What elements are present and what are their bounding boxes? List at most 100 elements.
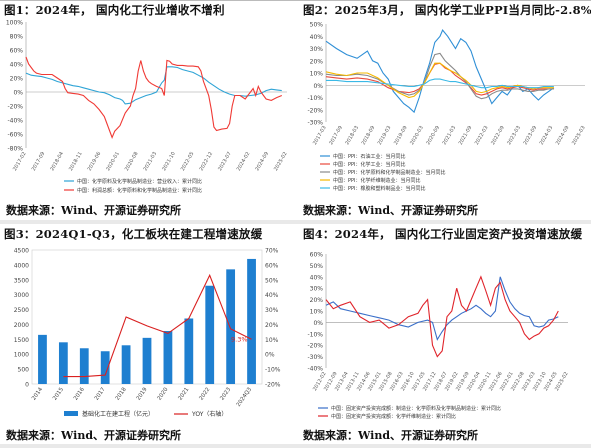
y-tick-label: 2000 [14,322,29,329]
y-tick-label: -40% [7,118,23,125]
x-tick-label: 2017 [94,386,107,401]
x-tick-label: 2023-07 [217,151,233,172]
top-border [0,0,591,1]
x-tick-label: 2021 [178,387,191,402]
y-tick-label: -10% [307,95,323,102]
y2-tick-label: 20% [265,322,279,329]
x-tick-label: 2018 [115,386,128,401]
x-tick-label: 2017-02 [12,151,28,172]
x-tick-label: 2017-09 [31,151,47,172]
y-tick-label: -60% [7,132,23,139]
bar [79,348,89,384]
legend-label: 中国：PPI：石油工业：当月同比 [333,153,406,160]
y2-tick-label: 50% [265,277,279,284]
bar [163,330,173,384]
y-tick-label: 80% [10,34,24,41]
y-tick-label: -40% [307,366,323,373]
y-tick-label: 4500 [14,248,29,255]
y-tick-label: 3500 [14,277,29,284]
panel-1-chart: 100% 80% 60% 40% 20% 0% -20% -40% -60% -80% 2017-0… [2,18,292,196]
series-line [325,275,559,358]
x-tick-label: 2022-03 [474,125,490,146]
panel-4-source: 数据来源：Wind、开源证券研究所 [303,429,479,442]
legend-label: 基础化工在建工程（亿元） [82,410,154,418]
y-tick-label: 1500 [14,337,29,344]
y-tick-label: 20% [310,58,324,65]
panel-3-title: 图3：2024Q1-Q3，化工板块在建工程增速放缓 [4,227,263,241]
x-tick-label: 2024-09 [254,151,270,172]
x-tick-label: 2024-09 [555,125,571,146]
y-tick-label: 20% [10,76,24,83]
y-tick-label: 40% [310,34,324,41]
x-tick-label: 2018-03 [344,125,360,146]
x-tick-label: 2022 [198,387,211,402]
series-line [326,78,554,89]
x-tick-label: 2021-10 [161,151,177,172]
x-tick-label: 2023 [219,386,232,401]
legend-label: 中国：化学原料及化学制品制造业：营业收入：累计同比 [77,178,202,185]
y2-tick-label: 0% [265,352,275,359]
y-tick-label: -20% [307,107,323,114]
x-tick-label: 2017-09 [328,125,344,146]
yoy-annotation: 9.3% [231,335,248,343]
legend-label: 中国：PPI：化学工业：当月同比 [333,161,406,168]
panel-1-source: 数据来源：Wind、开源证券研究所 [6,204,182,217]
x-tick-label: 2021-03 [143,151,159,172]
yoy-line [63,273,252,378]
x-tick-label: 2014 [31,386,44,401]
legend-label: 中国：PPI：橡胶和塑料制品业：当月同比 [333,185,426,192]
y-tick-label: 0% [313,83,323,90]
x-tick-label: 2018-04 [49,151,65,172]
bar [142,337,152,384]
legend-label: 中国：PPI：化学纤维制造业：当月同比 [333,177,421,184]
bar [205,285,215,384]
x-tick-label: 2020-08 [124,151,140,172]
panel-3-source: 数据来源：Wind、开源证券研究所 [6,429,182,442]
bottom-separator [0,444,591,448]
y-tick-label: 4000 [14,262,29,269]
y-tick-label: 500 [18,367,30,374]
y-tick-label: 0% [313,320,323,327]
x-tick-label: 2023-03 [506,125,522,146]
legend-label: 中国：固定资产投资完成额：制造业：化学原料及化学制品制造业：累计同比 [331,405,501,412]
x-tick-label: 2020 [157,386,170,401]
bar [226,269,236,384]
legend-label: 中国：PPI：化学原料和化学制品制造业：当月同比 [333,169,446,176]
y2-tick-label: -10% [265,367,281,374]
bar [58,342,68,384]
x-tick-label: 2023-09 [523,125,539,146]
y2-tick-label: 10% [265,337,279,344]
y-tick-label: -30% [307,354,323,361]
legend-label: YOY（右轴） [191,410,227,418]
series-line [325,29,555,114]
series-line [325,62,554,99]
y2-tick-label: 40% [265,292,279,299]
y-tick-label: 30% [310,286,324,293]
y-tick-label: 0 [25,382,29,389]
legend-label: 中国：固定资产投资完成额：化学纤维制造业：累计同比 [331,413,456,420]
bar [100,351,110,384]
x-tick-label: 2022-09 [490,125,506,146]
x-tick-label: 2019-03 [377,125,393,146]
series-line [325,52,554,100]
x-tick-label: 2024-02 [236,151,252,172]
series-line [325,62,554,96]
y2-tick-label: 70% [265,248,279,255]
x-tick-label: 2021-03 [442,125,458,146]
y2-tick-label: 60% [265,262,279,269]
y-tick-label: 50% [310,22,324,29]
y-tick-label: 20% [310,297,324,304]
panel-4-title: 图4：2024年， 国内化工行业固定资产投资增速放缓 [303,227,583,241]
x-tick-label: 2018-09 [361,125,377,146]
y2-tick-label: 30% [265,307,279,314]
x-tick-label: 2025-02 [273,151,289,172]
panel-2-chart: 50% 40% 30% 20% 10% 0% -10% -20% -30% 2017-03 2017… [300,18,591,196]
legend-label: 中国：利润总额：化学原料和化学制品制造业：累计同比 [77,187,202,194]
x-tick-label: 2020-03 [409,125,425,146]
y-tick-label: 2500 [14,307,29,314]
y-tick-label: 3000 [14,292,29,299]
series-line [325,276,559,341]
x-tick-label: 2019-06 [87,151,103,172]
y-tick-label: 10% [310,71,324,78]
panel-2-title: 图2：2025年3月， 国内化学工业PPI当月同比-2.8% [303,3,591,17]
